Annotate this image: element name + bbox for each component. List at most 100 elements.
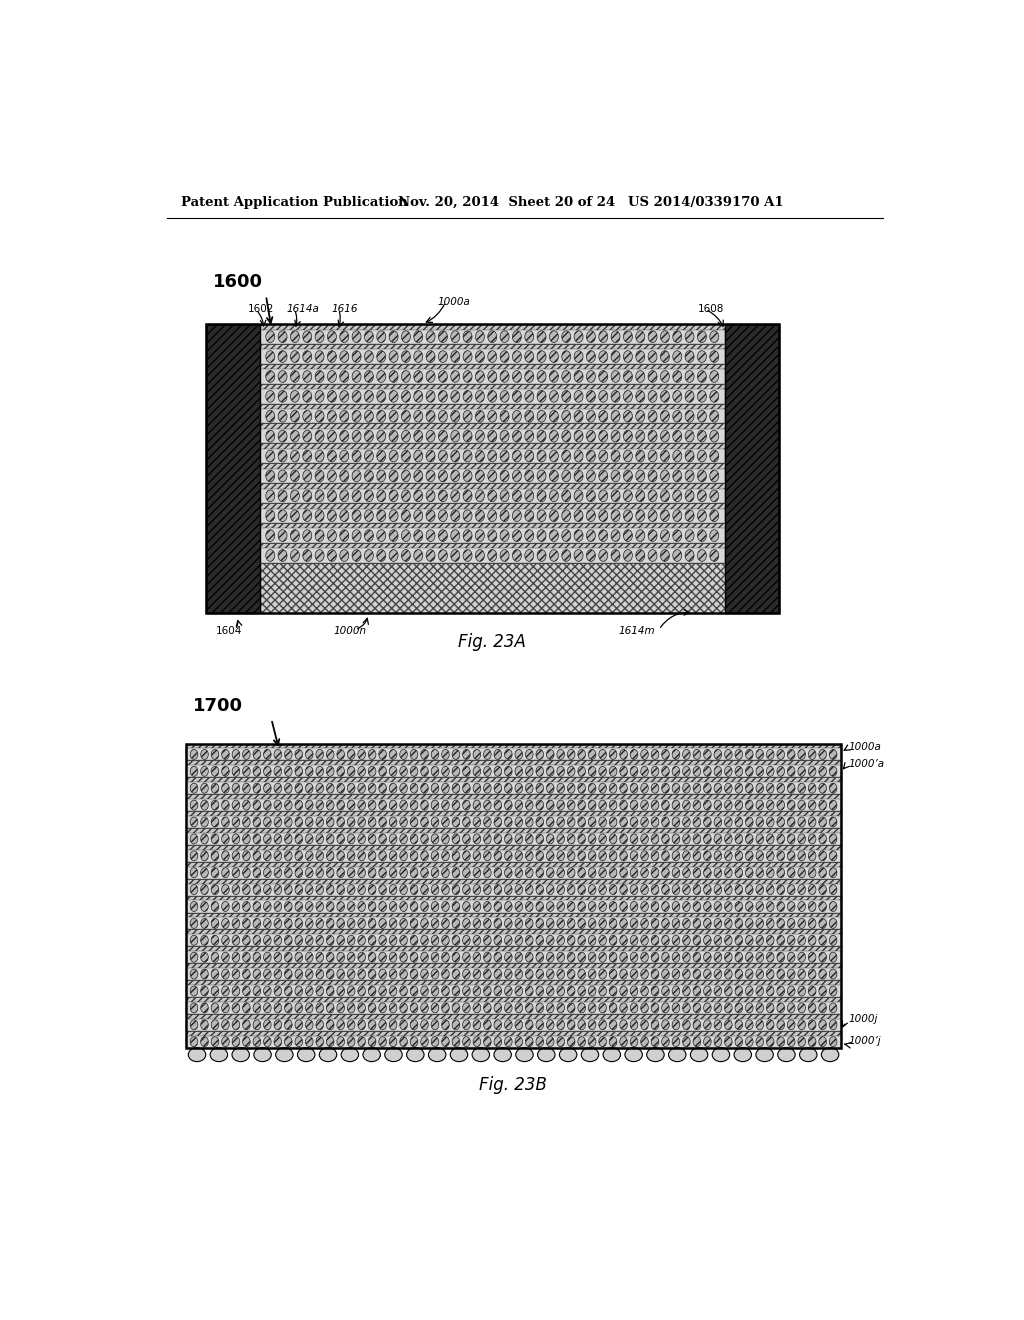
Ellipse shape: [379, 817, 386, 828]
Ellipse shape: [305, 952, 313, 962]
Ellipse shape: [777, 1003, 784, 1012]
Ellipse shape: [550, 529, 558, 541]
Ellipse shape: [620, 767, 628, 776]
Ellipse shape: [538, 391, 546, 403]
Ellipse shape: [487, 549, 497, 561]
Ellipse shape: [377, 351, 386, 363]
Ellipse shape: [494, 986, 502, 997]
Ellipse shape: [263, 800, 271, 810]
Ellipse shape: [253, 817, 261, 828]
Ellipse shape: [735, 750, 742, 759]
Ellipse shape: [550, 510, 558, 521]
Ellipse shape: [766, 936, 774, 945]
Ellipse shape: [505, 767, 512, 776]
Ellipse shape: [693, 834, 700, 843]
Ellipse shape: [505, 851, 512, 861]
Ellipse shape: [735, 1020, 742, 1030]
Ellipse shape: [401, 450, 411, 462]
Ellipse shape: [352, 549, 361, 561]
Ellipse shape: [274, 867, 282, 878]
Ellipse shape: [201, 867, 208, 878]
Ellipse shape: [315, 331, 324, 343]
Ellipse shape: [431, 1036, 438, 1047]
Ellipse shape: [401, 470, 411, 482]
Ellipse shape: [673, 529, 682, 541]
Ellipse shape: [599, 834, 606, 843]
Ellipse shape: [641, 1020, 648, 1030]
Ellipse shape: [599, 817, 606, 828]
Ellipse shape: [389, 800, 397, 810]
Ellipse shape: [274, 1036, 282, 1047]
Ellipse shape: [587, 549, 595, 561]
Ellipse shape: [547, 1036, 554, 1047]
Ellipse shape: [411, 800, 418, 810]
Ellipse shape: [557, 817, 564, 828]
Bar: [186, 816, 841, 828]
Ellipse shape: [599, 430, 607, 442]
Ellipse shape: [340, 490, 349, 502]
Ellipse shape: [609, 902, 616, 912]
Ellipse shape: [303, 450, 311, 462]
Ellipse shape: [611, 529, 621, 541]
Ellipse shape: [636, 510, 645, 521]
Ellipse shape: [295, 969, 302, 979]
Ellipse shape: [487, 510, 497, 521]
Ellipse shape: [295, 902, 302, 912]
Ellipse shape: [426, 351, 435, 363]
Ellipse shape: [303, 371, 311, 383]
Ellipse shape: [808, 800, 816, 810]
Ellipse shape: [547, 783, 554, 793]
Ellipse shape: [798, 767, 806, 776]
Ellipse shape: [538, 510, 546, 521]
Ellipse shape: [337, 750, 344, 759]
Ellipse shape: [745, 851, 753, 861]
Ellipse shape: [399, 902, 408, 912]
Ellipse shape: [389, 851, 397, 861]
Ellipse shape: [630, 1020, 638, 1030]
Ellipse shape: [630, 834, 638, 843]
Ellipse shape: [389, 351, 398, 363]
Ellipse shape: [829, 936, 837, 945]
Ellipse shape: [798, 851, 806, 861]
Ellipse shape: [683, 1036, 690, 1047]
Ellipse shape: [365, 351, 374, 363]
Ellipse shape: [599, 884, 606, 895]
Ellipse shape: [295, 867, 302, 878]
Ellipse shape: [285, 936, 292, 945]
Ellipse shape: [291, 549, 299, 561]
Ellipse shape: [515, 1003, 522, 1012]
Ellipse shape: [285, 767, 292, 776]
Ellipse shape: [266, 549, 274, 561]
Ellipse shape: [651, 919, 658, 928]
Ellipse shape: [389, 1020, 397, 1030]
Ellipse shape: [421, 969, 428, 979]
Ellipse shape: [369, 851, 376, 861]
Ellipse shape: [651, 834, 658, 843]
Ellipse shape: [377, 391, 386, 403]
Ellipse shape: [253, 750, 261, 759]
Ellipse shape: [295, 750, 302, 759]
Ellipse shape: [693, 800, 700, 810]
Ellipse shape: [547, 902, 554, 912]
Ellipse shape: [453, 902, 460, 912]
Ellipse shape: [291, 450, 299, 462]
Ellipse shape: [232, 800, 240, 810]
Ellipse shape: [295, 1003, 302, 1012]
Ellipse shape: [589, 1020, 596, 1030]
Ellipse shape: [221, 867, 229, 878]
Ellipse shape: [232, 902, 240, 912]
Ellipse shape: [453, 936, 460, 945]
Ellipse shape: [327, 783, 334, 793]
Ellipse shape: [347, 969, 355, 979]
Bar: [186, 879, 841, 883]
Ellipse shape: [697, 411, 707, 422]
Ellipse shape: [243, 750, 250, 759]
Ellipse shape: [636, 470, 645, 482]
Ellipse shape: [829, 952, 837, 962]
Ellipse shape: [662, 851, 670, 861]
Ellipse shape: [512, 391, 521, 403]
Ellipse shape: [487, 450, 497, 462]
Ellipse shape: [525, 969, 534, 979]
Ellipse shape: [524, 529, 534, 541]
Ellipse shape: [441, 767, 450, 776]
